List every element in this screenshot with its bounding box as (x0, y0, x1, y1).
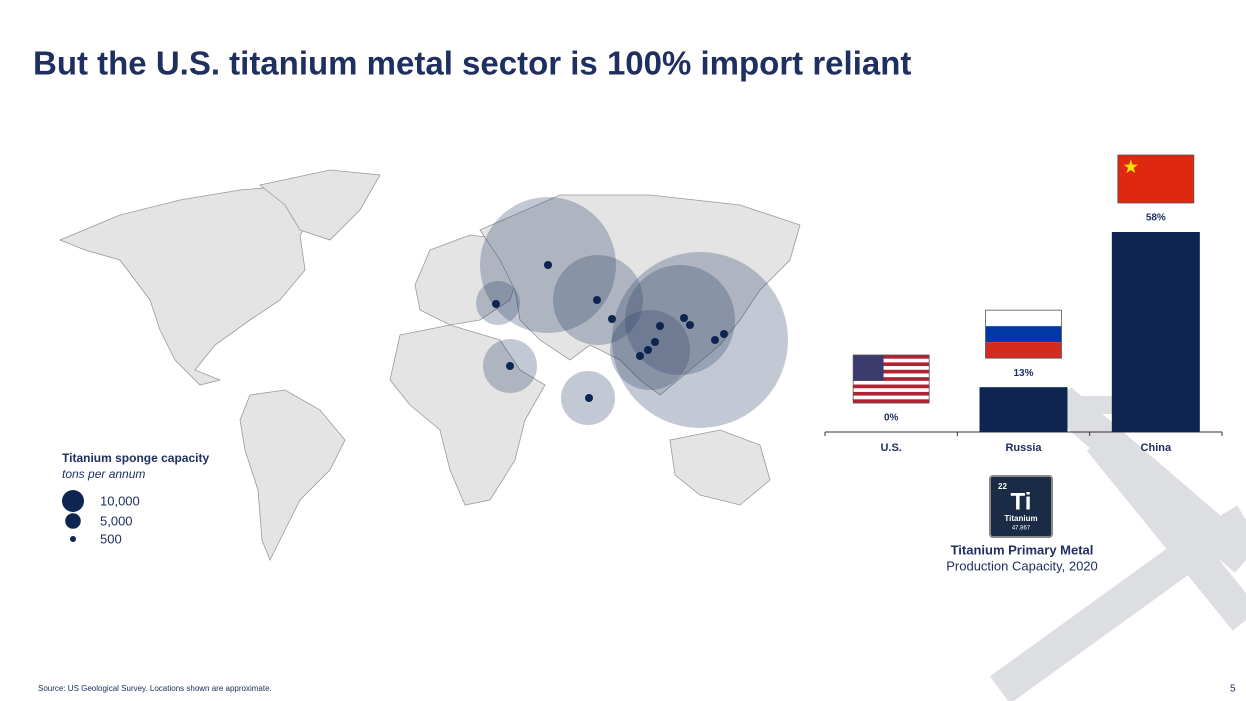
element-tile: 22 Ti Titanium 47.867 (989, 475, 1053, 538)
flag-band (985, 310, 1062, 327)
flag-stripe (853, 366, 930, 371)
bar (1111, 232, 1200, 432)
page-number: 5 (1230, 684, 1236, 695)
value-label: 58% (1146, 213, 1166, 224)
slide-title: But the U.S. titanium metal sector is 10… (33, 45, 911, 82)
flag-stripe (853, 362, 930, 367)
flag-band (985, 326, 1062, 343)
size-legend: 10,000 5,000 500 (62, 490, 140, 546)
flag-border (985, 309, 1062, 359)
atomic-number: 22 (998, 482, 1007, 491)
capacity-halos (476, 197, 788, 428)
element-symbol: Ti (1011, 488, 1032, 515)
chart-title: Titanium Primary Metal (951, 542, 1094, 557)
flag-star (1123, 159, 1138, 174)
bar (979, 387, 1068, 432)
legend-label: 10,000 (100, 493, 140, 508)
flag-border (852, 354, 930, 404)
source-note: Source: US Geological Survey. Locations … (38, 684, 272, 693)
value-label: 13% (1013, 368, 1033, 379)
legend-marker (62, 490, 84, 512)
flag-stripe (853, 391, 930, 396)
flag-stripe (853, 388, 930, 393)
flag (1117, 154, 1195, 204)
bar-chart: U.S. 0% Russia 13% China 58% (824, 154, 1223, 454)
flag (852, 354, 930, 404)
legend-label: 5,000 (100, 513, 133, 528)
legend-title: Titanium sponge capacity (62, 451, 209, 465)
flag (985, 309, 1062, 359)
x-tick-label: China (1141, 442, 1172, 454)
value-label: 0% (884, 413, 899, 424)
flag-stripe (853, 384, 930, 389)
flag-border (1117, 154, 1195, 204)
flag-field (1117, 155, 1194, 203)
atomic-mass: 47.867 (1012, 526, 1031, 532)
flag-stripe (853, 358, 930, 363)
flag-band (985, 342, 1062, 359)
flag-canton (853, 355, 884, 381)
flag-stripe (853, 395, 930, 400)
x-tick-label: Russia (1005, 442, 1042, 454)
flag-stripe (853, 380, 930, 385)
legend-label: 500 (100, 531, 122, 546)
world-map (58, 169, 801, 561)
legend-marker (65, 513, 81, 529)
legend-marker (70, 536, 76, 542)
flag-stripe (853, 399, 930, 404)
chart-subtitle: Production Capacity, 2020 (946, 558, 1098, 573)
legend-subtitle: tons per annum (62, 467, 145, 481)
background-chevrons (990, 387, 1246, 701)
flag-stripe (853, 377, 930, 382)
x-tick-label: U.S. (880, 442, 901, 454)
flag-stripe (853, 369, 930, 374)
flag-stripe (853, 373, 930, 378)
flag-stripe (853, 355, 930, 359)
background-bar (1068, 396, 1112, 414)
element-name: Titanium (1004, 514, 1037, 523)
